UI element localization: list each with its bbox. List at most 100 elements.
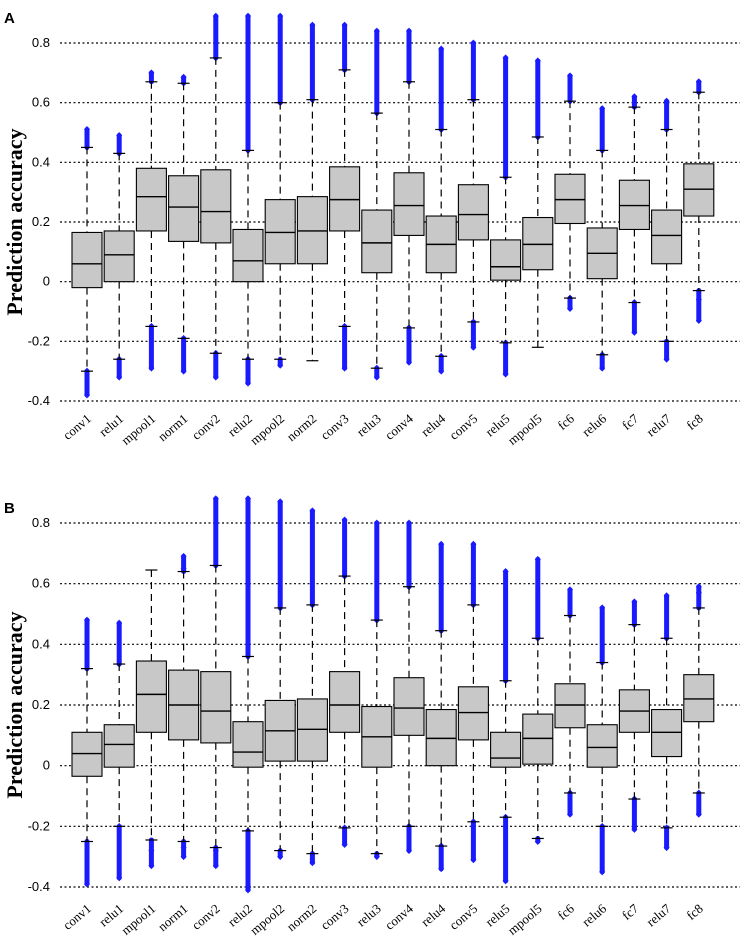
y-tick-label: 0.4 [32, 636, 50, 651]
y-axis-label: Prediction accuracy [2, 128, 27, 315]
box [651, 709, 683, 758]
outlier-point [212, 847, 219, 855]
x-tick-label: fc7 [619, 410, 642, 432]
box [296, 698, 328, 762]
chart-panel-a: A Prediction accuracy 0.8 0.6 0.4 0.2 0 -0.2 -0… [2, 10, 740, 448]
x-tick-label: fc7 [619, 900, 642, 922]
outlier-point [180, 73, 187, 81]
outlier-point [534, 555, 541, 563]
outlier-point [180, 853, 187, 861]
y-tick-label: -0.2 [28, 818, 50, 833]
x-tick-label: norm2 [284, 411, 320, 444]
x-tick-label: mpool2 [247, 411, 287, 448]
outlier-point [470, 856, 477, 864]
box [683, 163, 715, 217]
outlier-point [84, 391, 90, 399]
x-tick-label: conv2 [189, 411, 223, 443]
outlier-point [695, 810, 702, 818]
outlier-point [277, 853, 284, 861]
outlier-point [341, 516, 348, 524]
x-tick-label: conv5 [446, 411, 480, 443]
outlier-point [470, 343, 477, 351]
outlier-point [212, 373, 219, 381]
outlier-point [599, 364, 606, 372]
x-tick-label: norm1 [155, 901, 191, 934]
outlier-point [502, 54, 509, 62]
outlier-point [148, 862, 155, 870]
outlier-point [373, 27, 380, 35]
outlier-point [277, 498, 284, 506]
x-tick-label: fc6 [555, 900, 578, 922]
outlier-point [212, 862, 219, 870]
box [296, 196, 328, 265]
outlier-point [502, 568, 509, 576]
x-tick-label: relu3 [354, 411, 384, 440]
y-tick-label: 0.8 [32, 35, 50, 50]
outlier-point [599, 604, 606, 612]
box [264, 199, 296, 265]
x-tick-label: relu7 [643, 410, 673, 439]
x-tick-label: mpool1 [118, 411, 158, 448]
y-tick-label: 0.4 [32, 154, 50, 169]
y-tick-label: -0.2 [28, 333, 50, 348]
outlier-point [502, 370, 509, 378]
outlier-point [438, 865, 445, 873]
box [618, 179, 650, 231]
x-tick-label: conv4 [382, 900, 416, 932]
outlier-point [309, 859, 316, 867]
outlier-point [470, 39, 477, 47]
box [71, 731, 103, 777]
outlier-point [599, 105, 606, 113]
outlier-point [567, 72, 573, 80]
outlier-point [695, 583, 702, 591]
box [457, 686, 489, 741]
x-tick-label: relu4 [418, 900, 448, 929]
outlier-point [438, 540, 445, 548]
outlier-point [502, 877, 509, 885]
box [393, 172, 425, 236]
outlier-point [245, 886, 251, 894]
y-tick-label: 0 [43, 758, 50, 773]
outlier-point [567, 586, 573, 594]
outlier-point [180, 367, 187, 375]
outlier-point [695, 296, 702, 304]
panel-label: B [4, 500, 15, 517]
x-tick-label: relu3 [354, 901, 384, 930]
outlier-point [116, 373, 123, 381]
box [554, 683, 586, 729]
outlier-point [631, 598, 638, 606]
outlier-point [309, 21, 316, 29]
x-tick-label: conv5 [446, 901, 480, 933]
outlier-point [406, 847, 412, 855]
outlier-point [567, 305, 573, 313]
outlier-point [695, 316, 702, 324]
outlier-point [438, 367, 445, 375]
box [329, 671, 361, 733]
outlier-point [245, 379, 251, 387]
outlier-point [277, 361, 284, 369]
x-tick-label: conv3 [318, 411, 352, 443]
outlier-point [245, 12, 251, 20]
outlier-point [631, 328, 638, 336]
outlier-point [180, 844, 187, 852]
box [200, 671, 232, 744]
outlier-point [663, 844, 670, 852]
x-tick-label: conv2 [189, 901, 223, 933]
outlier-point [695, 78, 702, 86]
x-tick-label: relu4 [418, 410, 448, 439]
box [200, 169, 232, 244]
outlier-point [84, 126, 90, 134]
box [232, 228, 264, 283]
outlier-point [245, 495, 251, 503]
y-tick-label: 0.2 [32, 697, 50, 712]
outlier-point [341, 21, 348, 29]
outlier-point [180, 565, 187, 572]
outlier-point [373, 373, 380, 381]
outlier-point [373, 853, 380, 861]
x-tick-label: mpool5 [505, 411, 545, 448]
y-tick-label: 0.2 [32, 214, 50, 229]
outlier-point [373, 519, 380, 527]
outlier-point [470, 540, 477, 548]
outlier-point [277, 12, 284, 20]
x-tick-label: norm2 [284, 901, 320, 934]
